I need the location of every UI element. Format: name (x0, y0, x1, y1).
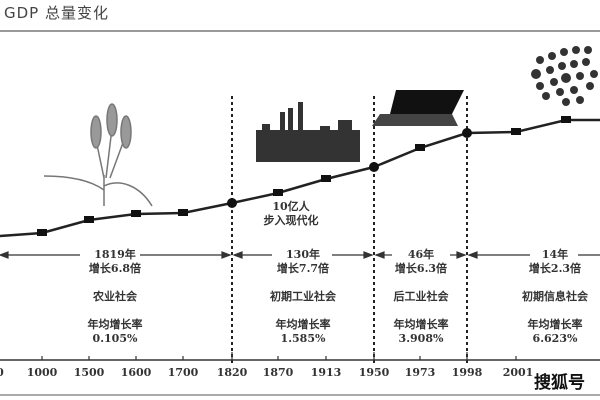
population-annotation: 10亿人 步入现代化 (263, 200, 319, 227)
watermark: 搜狐号 (534, 373, 585, 393)
chart-title: GDP 总量变化 (4, 4, 109, 22)
x-tick-label: 1700 (167, 366, 199, 379)
era-span-arrows (0, 251, 600, 259)
x-tick-label: 1950 (358, 366, 390, 379)
x-tick-label: 1820 (216, 366, 248, 379)
x-tick-label: 1973 (404, 366, 436, 379)
gdp-line (0, 118, 600, 238)
wheat-icon (43, 103, 153, 207)
x-tick-label: 1913 (310, 366, 342, 379)
x-tick-label: 1500 (73, 366, 105, 379)
gdp-markers (37, 116, 571, 236)
title-divider (0, 30, 600, 32)
era-early-industrial: 130年 增长7.7倍 初期工业社会 年均增长率 1.585% (270, 248, 336, 345)
x-tick-label: 1600 (120, 366, 152, 379)
network-icon (531, 46, 598, 106)
era-agricultural: 1819年 增长6.8倍 农业社会 年均增长率 0.105% (87, 248, 143, 345)
x-tick-label: 2001 (502, 366, 534, 379)
laptop-icon (372, 90, 464, 126)
era-post-industrial: 46年 增长6.3倍 后工业社会 年均增长率 3.908% (393, 248, 449, 345)
factory-icon (256, 102, 360, 162)
x-axis-ticks (41, 352, 517, 360)
x-tick-label: 0 (0, 366, 4, 379)
bottom-divider (0, 394, 600, 396)
x-tick-label: 1000 (26, 366, 58, 379)
x-tick-label: 1998 (451, 366, 483, 379)
era-early-information: 14年 增长2.3倍 初期信息社会 年均增长率 6.623% (522, 248, 588, 345)
x-tick-label: 1870 (262, 366, 294, 379)
